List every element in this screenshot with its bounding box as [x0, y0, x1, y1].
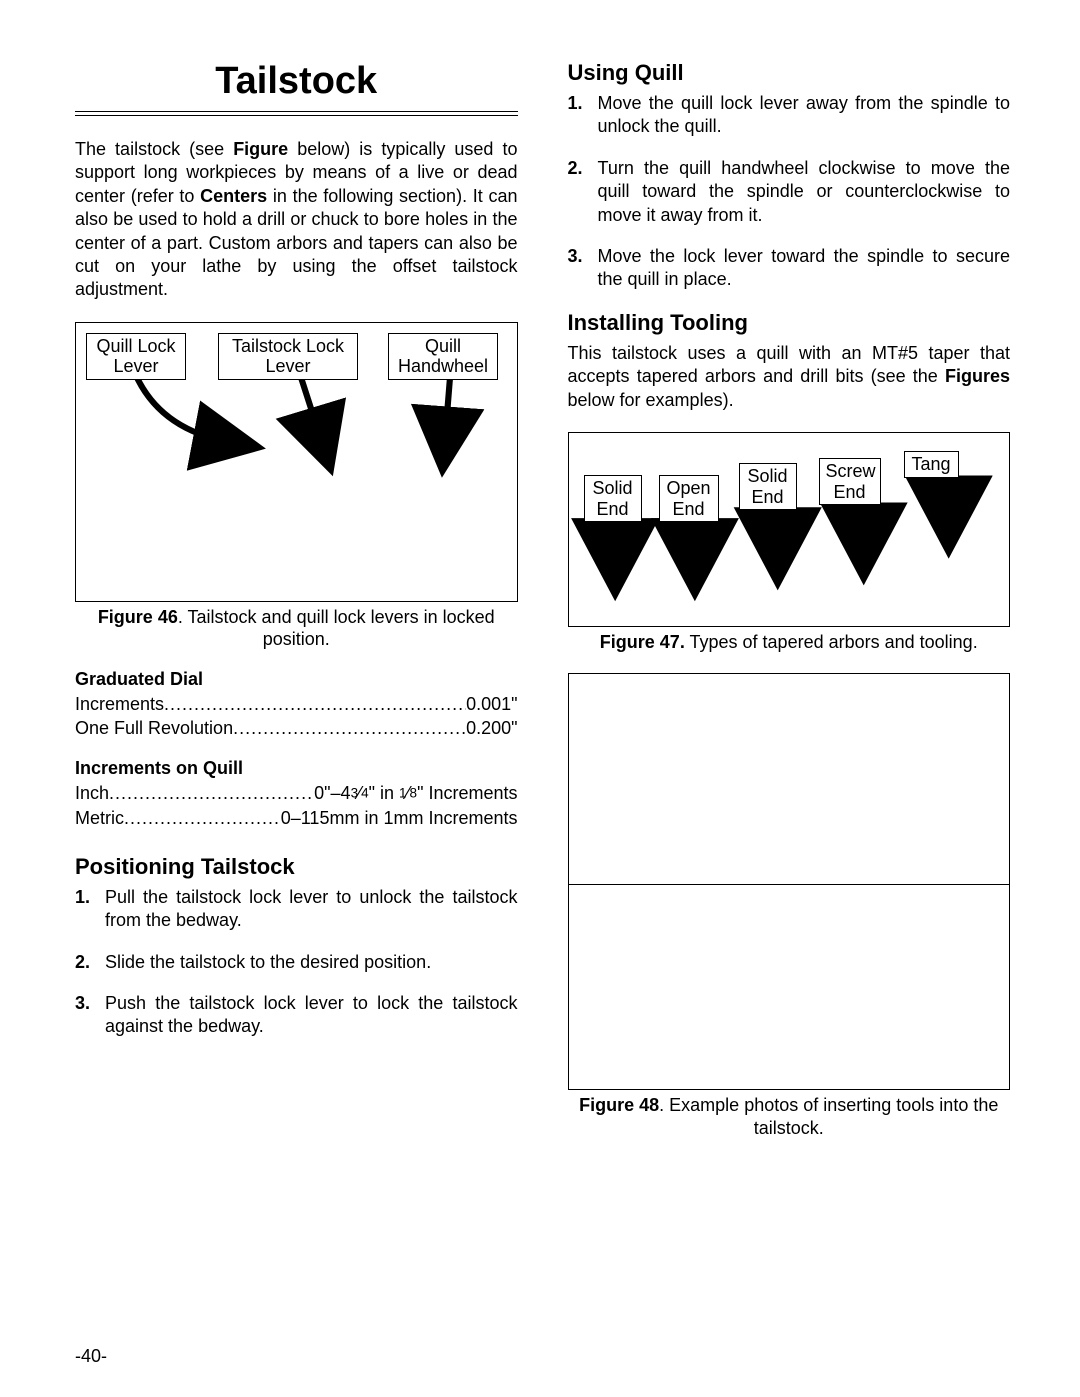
dot-leader: [164, 692, 466, 716]
positioning-steps: Pull the tailstock lock lever to unlock …: [75, 886, 518, 1039]
dot-leader: [124, 806, 281, 830]
graduated-dial-head: Graduated Dial: [75, 669, 518, 690]
spec-label: Increments: [75, 692, 164, 716]
step-item: Move the lock lever toward the spindle t…: [568, 245, 1011, 292]
step-item: Push the tailstock lock lever to lock th…: [75, 992, 518, 1039]
installing-head: Installing Tooling: [568, 310, 1011, 336]
figure-48-bottom-panel: [569, 884, 1010, 1089]
spec-row: Inch 0"–43⁄4" in 1⁄8" Increments: [75, 781, 518, 805]
page-number: -40-: [75, 1346, 1010, 1367]
using-quill-steps: Move the quill lock lever away from the …: [568, 92, 1011, 292]
spec-row: Metric 0–115mm in 1mm Increments: [75, 806, 518, 830]
spec-label: One Full Revolution: [75, 716, 233, 740]
arrow-icon: [137, 378, 229, 442]
figure-label: SolidEnd: [584, 475, 642, 522]
dot-leader: [109, 781, 314, 805]
figure-label: Quill LockLever: [86, 333, 186, 380]
graduated-dial-table: Increments 0.001" One Full Revolution 0.200…: [75, 692, 518, 741]
step-item: Turn the quill handwheel clockwise to mo…: [568, 157, 1011, 227]
spec-label: Inch: [75, 781, 109, 805]
arrow-icon: [445, 378, 450, 442]
spec-row: One Full Revolution 0.200": [75, 716, 518, 740]
step-item: Slide the tailstock to the desired posit…: [75, 951, 518, 974]
arrow-icon: [301, 378, 321, 442]
figure-47-box: SolidEnd OpenEnd SolidEnd ScrewEnd Tang: [568, 432, 1011, 627]
spec-value: 0.200": [466, 716, 517, 740]
spec-label: Metric: [75, 806, 124, 830]
using-quill-head: Using Quill: [568, 60, 1011, 86]
figure-label: OpenEnd: [659, 475, 719, 522]
spec-row: Increments 0.001": [75, 692, 518, 716]
figure-label: Tang: [904, 451, 959, 478]
left-column: Tailstock The tailstock (see Figure belo…: [75, 60, 518, 1346]
page-title: Tailstock: [75, 60, 518, 112]
figure-label: QuillHandwheel: [388, 333, 498, 380]
figure-label: Tailstock LockLever: [218, 333, 358, 380]
figure-47-caption: Figure 47. Types of tapered arbors and t…: [568, 631, 1011, 654]
figure-label: ScrewEnd: [819, 458, 881, 505]
figure-48-box: [568, 673, 1011, 1090]
title-rule: [75, 115, 518, 116]
figure-label: SolidEnd: [739, 463, 797, 510]
figure-46-caption: Figure 46. Tailstock and quill lock leve…: [75, 606, 518, 651]
installing-paragraph: This tailstock uses a quill with an MT#5…: [568, 342, 1011, 412]
step-item: Pull the tailstock lock lever to unlock …: [75, 886, 518, 933]
increments-quill-head: Increments on Quill: [75, 758, 518, 779]
figure-48-top-panel: [569, 674, 1010, 884]
intro-paragraph: The tailstock (see Figure below) is typi…: [75, 138, 518, 302]
spec-value: 0"–43⁄4" in 1⁄8" Increments: [314, 781, 517, 805]
figure-46-box: Quill LockLever Tailstock LockLever QuillH…: [75, 322, 518, 602]
step-item: Move the quill lock lever away from the …: [568, 92, 1011, 139]
two-column-layout: Tailstock The tailstock (see Figure belo…: [75, 60, 1010, 1346]
positioning-head: Positioning Tailstock: [75, 854, 518, 880]
right-column: Using Quill Move the quill lock lever aw…: [568, 60, 1011, 1346]
dot-leader: [233, 716, 466, 740]
increments-quill-table: Inch 0"–43⁄4" in 1⁄8" Increments Metric 0–1…: [75, 781, 518, 830]
figure-48-caption: Figure 48. Example photos of inserting t…: [568, 1094, 1011, 1139]
spec-value: 0.001": [466, 692, 517, 716]
spec-value: 0–115mm in 1mm Increments: [281, 806, 518, 830]
